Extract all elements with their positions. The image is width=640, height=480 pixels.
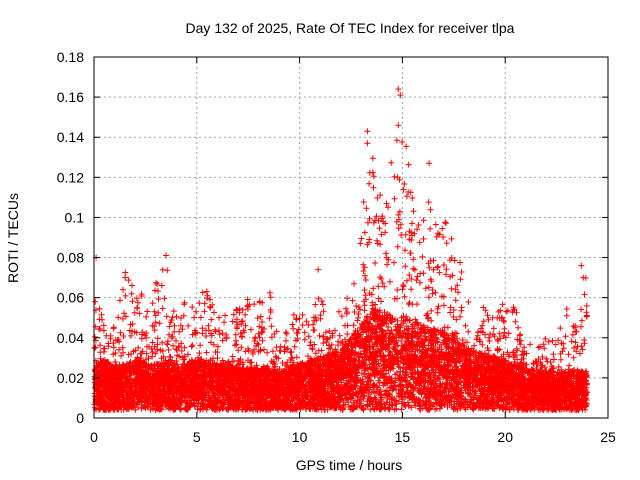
x-tick-label: 0 xyxy=(90,429,98,445)
y-tick-label: 0.12 xyxy=(57,169,84,185)
y-tick-label: 0.1 xyxy=(65,209,85,225)
x-tick-label: 20 xyxy=(497,429,513,445)
y-tick-label: 0.14 xyxy=(57,129,84,145)
x-axis-label: GPS time / hours xyxy=(296,457,403,473)
y-tick-label: 0.02 xyxy=(57,370,84,386)
y-tick-label: 0.08 xyxy=(57,250,84,266)
y-tick-label: 0.18 xyxy=(57,49,84,65)
y-axis-label: ROTI / TECUs xyxy=(5,193,21,283)
scatter-markers xyxy=(91,86,590,413)
y-tick-label: 0 xyxy=(76,410,84,426)
y-tick-label: 0.04 xyxy=(57,330,84,346)
data-points xyxy=(91,86,590,413)
y-axis-ticks: 0 0.02 0.04 0.06 0.08 0.1 0.12 0.14 0.16 0.18 xyxy=(57,49,608,426)
x-tick-label: 25 xyxy=(600,429,616,445)
x-tick-label: 5 xyxy=(193,429,201,445)
chart-title: Day 132 of 2025, Rate Of TEC Index for r… xyxy=(186,20,515,36)
plot-frame xyxy=(93,56,609,419)
x-tick-label: 10 xyxy=(292,429,308,445)
x-tick-label: 15 xyxy=(395,429,411,445)
y-tick-label: 0.06 xyxy=(57,290,84,306)
y-tick-label: 0.16 xyxy=(57,89,84,105)
x-axis-ticks: 0 5 10 15 20 25 xyxy=(90,57,616,445)
